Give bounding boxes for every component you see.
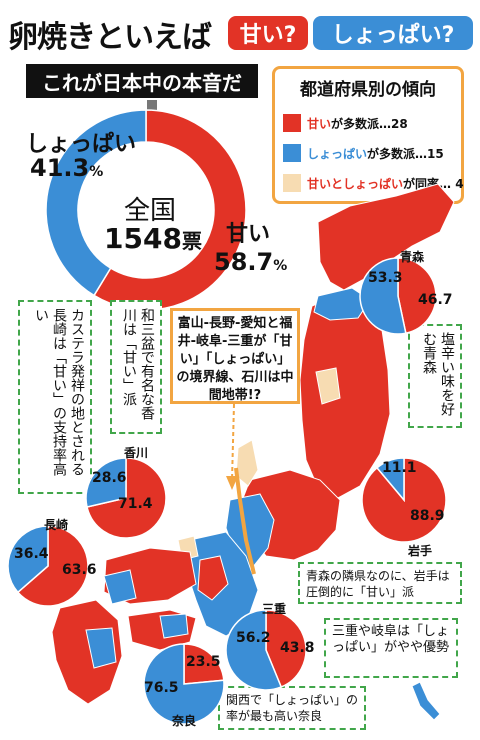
legend-lead-tie: 甘いとしょっぱい xyxy=(307,176,404,191)
map-tie-akita xyxy=(315,367,341,405)
mie-salty-value: 56.2 xyxy=(236,630,271,646)
mie-sweet-value: 43.8 xyxy=(280,640,315,656)
note-mie-gifu: 三重や岐阜は「しょっぱい」がやや優勢 xyxy=(324,618,458,678)
map-kyushu xyxy=(51,599,123,705)
pie-nara-sweet-slice xyxy=(183,643,225,685)
pie-aomori-sweet-slice xyxy=(397,257,437,335)
national-label: 全国 xyxy=(124,196,177,226)
legend-swatch-sweet xyxy=(283,114,301,132)
pref-name-mie: 三重 xyxy=(262,602,287,616)
legend-swatch-tie xyxy=(283,174,301,192)
option-sweet-badge: 甘い? xyxy=(228,16,308,50)
salty-national-pct-value: 41.3 xyxy=(30,154,90,182)
legend-item-salty: しょっぱい が多数派…15 xyxy=(283,141,444,165)
legend-item-tie: 甘いとしょっぱい が同率… 4 xyxy=(283,171,464,195)
pie-mie-sweet-slice xyxy=(265,609,307,688)
pie-nagasaki-salty-slice xyxy=(7,525,49,594)
aomori-salty-value: 53.3 xyxy=(368,270,403,286)
map-kyushu-salty xyxy=(85,627,117,669)
pie-mie-salty-slice xyxy=(225,609,283,691)
border-callout: 富山-長野-愛知と福井-岐阜-三重が「甘い」「しょっぱい」の境界線、石川は中間地… xyxy=(170,308,300,404)
nara-salty-value: 76.5 xyxy=(144,680,179,696)
salty-national-pct: 41.3% xyxy=(30,154,103,182)
iwate-sweet-value: 88.9 xyxy=(410,508,445,524)
legend-lead-sweet: 甘い xyxy=(307,116,332,131)
note-nagasaki: カステラ発祥の地とされる長崎は「甘い」の支持率高い xyxy=(18,300,92,494)
callout-pointer xyxy=(231,403,235,481)
note-nara: 関西で「しょっぱい」の率が最も高い奈良 xyxy=(218,686,366,730)
nagasaki-sweet-value: 63.6 xyxy=(62,562,97,578)
pie-iwate-salty-slice xyxy=(375,457,405,503)
votes-unit: 票 xyxy=(181,229,202,253)
map-okinawa xyxy=(411,681,441,721)
page-title: 卵焼きといえば xyxy=(8,20,212,55)
map-shikoku-salty xyxy=(159,613,189,639)
nara-sweet-value: 23.5 xyxy=(186,654,221,670)
legend-text-sweet: が多数派…28 xyxy=(331,116,408,131)
legend-title: 都道府県別の傾向 xyxy=(300,80,436,100)
pie-kagawa-salty-slice xyxy=(85,457,127,508)
sweet-national-pct: 58.7% xyxy=(214,248,287,276)
sweet-national-pct-value: 58.7 xyxy=(214,248,274,276)
map-hokkaido xyxy=(317,183,455,291)
salty-label: しょっぱい xyxy=(26,132,137,157)
pref-name-nagasaki: 長崎 xyxy=(44,518,69,532)
note-kagawa: 和三盆で有名な香川は「甘い」派 xyxy=(110,300,162,434)
kagawa-sweet-value: 71.4 xyxy=(118,496,153,512)
banner-headline: これが日本中の本音だ xyxy=(26,64,258,98)
nagasaki-salty-value: 36.4 xyxy=(14,546,49,562)
map-chugoku-salty xyxy=(103,569,137,605)
pref-name-aomori: 青森 xyxy=(400,250,425,264)
border-line xyxy=(234,467,256,575)
legend-swatch-salty xyxy=(283,144,301,162)
note-aomori: 塩辛い味を好む青森 xyxy=(408,324,462,428)
legend-text-salty: が多数派…15 xyxy=(367,146,444,161)
map-kinki-red xyxy=(197,555,229,601)
pie-nagasaki-sweet-slice xyxy=(16,525,89,607)
national-votes-value: 1548 xyxy=(104,222,182,255)
national-salty-slice xyxy=(45,109,147,297)
legend-text-tie: が同率… 4 xyxy=(403,176,464,191)
pref-name-nara: 奈良 xyxy=(172,714,197,728)
sweet-label: 甘い xyxy=(226,222,271,247)
sweet-pct-unit: % xyxy=(273,258,288,274)
legend-lead-salty: しょっぱい xyxy=(307,146,368,161)
iwate-salty-value: 11.1 xyxy=(382,460,417,476)
pie-nara-salty-slice xyxy=(143,643,225,725)
pref-name-kagawa: 香川 xyxy=(124,446,149,460)
option-salty-badge: しょっぱい? xyxy=(313,16,473,50)
map-aomori xyxy=(313,287,371,321)
national-votes: 1548票 xyxy=(104,222,202,255)
note-iwate: 青森の隣県なのに、岩手は圧倒的に「甘い」派 xyxy=(298,562,462,604)
kagawa-salty-value: 28.6 xyxy=(92,470,127,486)
legend-item-sweet: 甘い が多数派…28 xyxy=(283,111,408,135)
national-sweet-slice xyxy=(92,109,247,311)
pref-name-iwate: 岩手 xyxy=(408,544,433,558)
aomori-sweet-value: 46.7 xyxy=(418,292,453,308)
pie-aomori-salty-slice xyxy=(359,257,407,335)
legend: 都道府県別の傾向 甘い が多数派…28 しょっぱい が多数派…15 甘いとしょっぱい… xyxy=(272,66,464,204)
salty-pct-unit: % xyxy=(89,164,104,180)
